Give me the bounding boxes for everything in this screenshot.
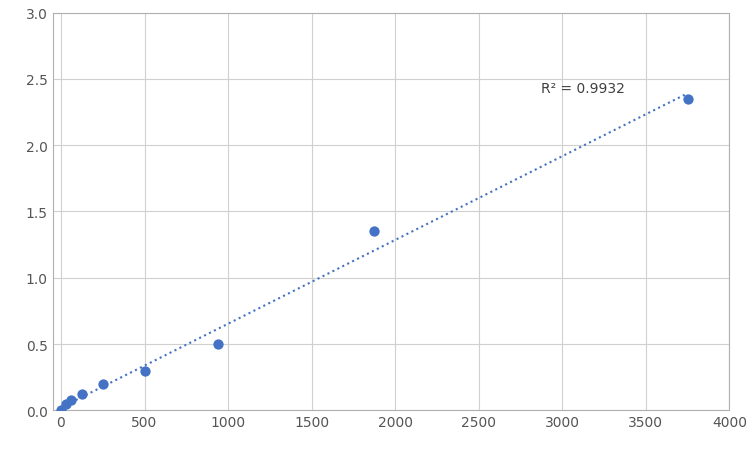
Point bbox=[65, 396, 77, 404]
Point bbox=[97, 380, 109, 387]
Text: R² = 0.9932: R² = 0.9932 bbox=[541, 82, 624, 96]
Point bbox=[681, 96, 693, 103]
Point bbox=[211, 341, 223, 348]
Point bbox=[55, 407, 67, 414]
Point bbox=[368, 228, 381, 235]
Point bbox=[76, 391, 88, 398]
Point bbox=[138, 367, 150, 374]
Point bbox=[60, 400, 72, 407]
